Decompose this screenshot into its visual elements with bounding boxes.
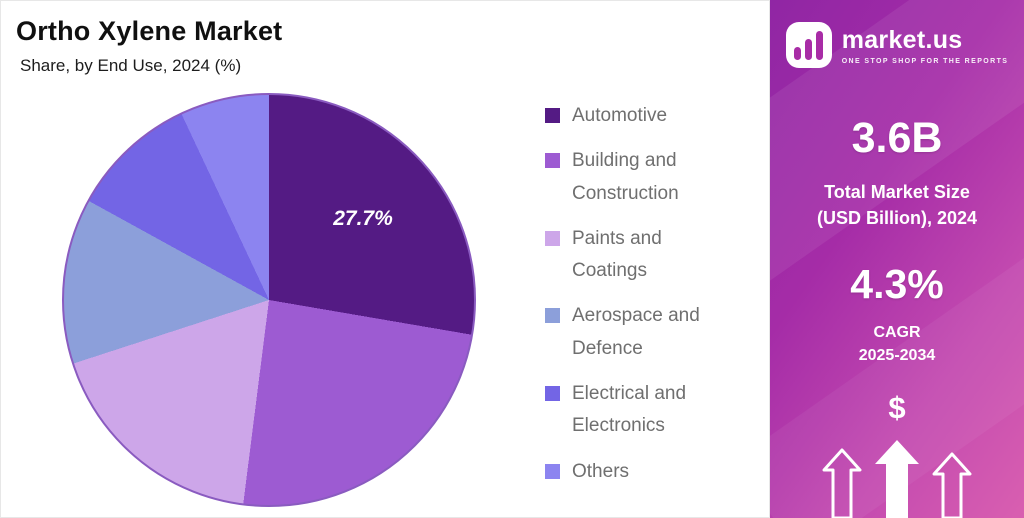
dollar-symbol: $ xyxy=(888,389,906,425)
brand-panel: market.us ONE STOP SHOP FOR THE REPORTS … xyxy=(770,0,1024,518)
legend-label: Others xyxy=(572,460,630,482)
cagr-label: CAGR 2025-2034 xyxy=(787,321,1007,367)
legend-item: Others xyxy=(545,456,737,488)
chart-legend: Automotive Building and Construction Pai… xyxy=(545,100,737,488)
brand-name: market.us xyxy=(841,25,963,54)
growth-arrows-icon xyxy=(822,440,972,518)
cagr-label-line2: 2025-2034 xyxy=(858,347,936,365)
logo-bar-icon xyxy=(794,47,802,60)
market-size-label-line1: Total Market Size xyxy=(824,182,970,202)
legend-item: Paints and Coatings xyxy=(545,223,737,288)
legend-item: Automotive xyxy=(545,100,737,132)
logo-bar-icon xyxy=(816,31,824,60)
legend-swatch xyxy=(545,386,560,402)
chart-area: Ortho Xylene Market Share, by End Use, 2… xyxy=(16,16,737,507)
market-size-label-line2: (USD Billion), 2024 xyxy=(816,208,978,229)
cagr-label-line1: CAGR xyxy=(873,324,921,342)
chart-subtitle: Share, by End Use, 2024 (%) xyxy=(20,56,242,75)
cagr-value: 4.3% xyxy=(850,261,944,308)
legend-item: Building and Construction xyxy=(545,145,737,210)
brand-logo: market.us ONE STOP SHOP FOR THE REPORTS xyxy=(785,22,1009,68)
market-size-value: 3.6B xyxy=(851,114,943,162)
pie-slice-label: 27.7% xyxy=(333,207,393,230)
legend-swatch xyxy=(545,308,560,324)
brand-tagline: ONE STOP SHOP FOR THE REPORTS xyxy=(841,57,1009,65)
legend-swatch xyxy=(545,153,560,169)
legend-item: Electrical and Electronics xyxy=(545,378,737,443)
market-size-label: Total Market Size (USD Billion), 2024 xyxy=(787,179,1007,231)
legend-label: Electrical and Electronics xyxy=(572,383,687,437)
legend-label: Aerospace and Defence xyxy=(572,305,700,359)
market-us-logo-icon xyxy=(785,22,832,68)
legend-swatch xyxy=(545,230,560,246)
page-title: Ortho Xylene Market xyxy=(16,16,283,46)
legend-label: Building and Construction xyxy=(572,150,679,204)
logo-bar-icon xyxy=(805,39,813,60)
legend-label: Automotive xyxy=(572,105,668,126)
pie-chart: 27.7% xyxy=(62,93,476,507)
legend-label: Paints and Coatings xyxy=(572,227,662,282)
legend-swatch xyxy=(545,108,560,123)
legend-item: Aerospace and Defence xyxy=(545,300,737,365)
legend-swatch xyxy=(545,463,560,479)
logo-text: market.us ONE STOP SHOP FOR THE REPORTS xyxy=(842,26,1009,65)
